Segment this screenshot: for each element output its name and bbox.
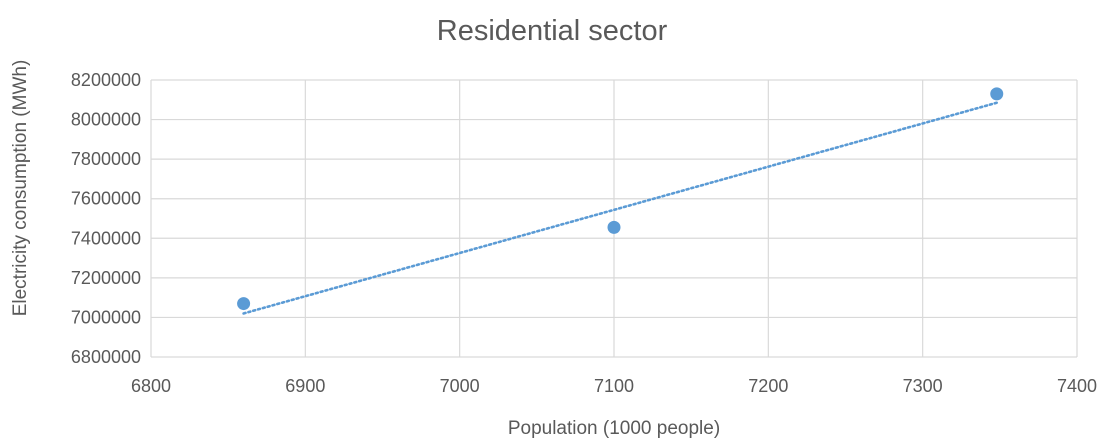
x-tick-label: 7200 [748, 376, 788, 396]
data-points [237, 87, 1004, 311]
x-tick-label: 6800 [131, 376, 171, 396]
x-tick-label: 7000 [440, 376, 480, 396]
x-tick-label: 7100 [594, 376, 634, 396]
data-point [990, 87, 1004, 101]
y-tick-label: 7600000 [71, 189, 141, 209]
y-tick-label: 8200000 [71, 70, 141, 90]
data-point [237, 297, 251, 311]
trendline [242, 101, 999, 315]
x-axis: 6800 6900 7000 7100 7200 7300 7400 [131, 376, 1097, 396]
x-tick-label: 7300 [903, 376, 943, 396]
y-tick-label: 8000000 [71, 110, 141, 130]
y-axis: 6800000 7000000 7200000 7400000 7600000 78000… [71, 70, 141, 367]
chart-title: Residential sector [437, 15, 668, 47]
y-tick-label: 7000000 [71, 307, 141, 327]
y-axis-title: Electricity consumption (MWh) [10, 60, 31, 317]
y-tick-label: 7200000 [71, 268, 141, 288]
grid [150, 79, 1078, 358]
y-tick-label: 7800000 [71, 149, 141, 169]
x-axis-title: Population (1000 people) [508, 418, 720, 439]
y-tick-label: 6800000 [71, 347, 141, 367]
trendline-group [242, 101, 999, 315]
y-tick-label: 7400000 [71, 228, 141, 248]
x-tick-label: 7400 [1057, 376, 1097, 396]
data-point [607, 220, 621, 234]
x-tick-label: 6900 [285, 376, 325, 396]
